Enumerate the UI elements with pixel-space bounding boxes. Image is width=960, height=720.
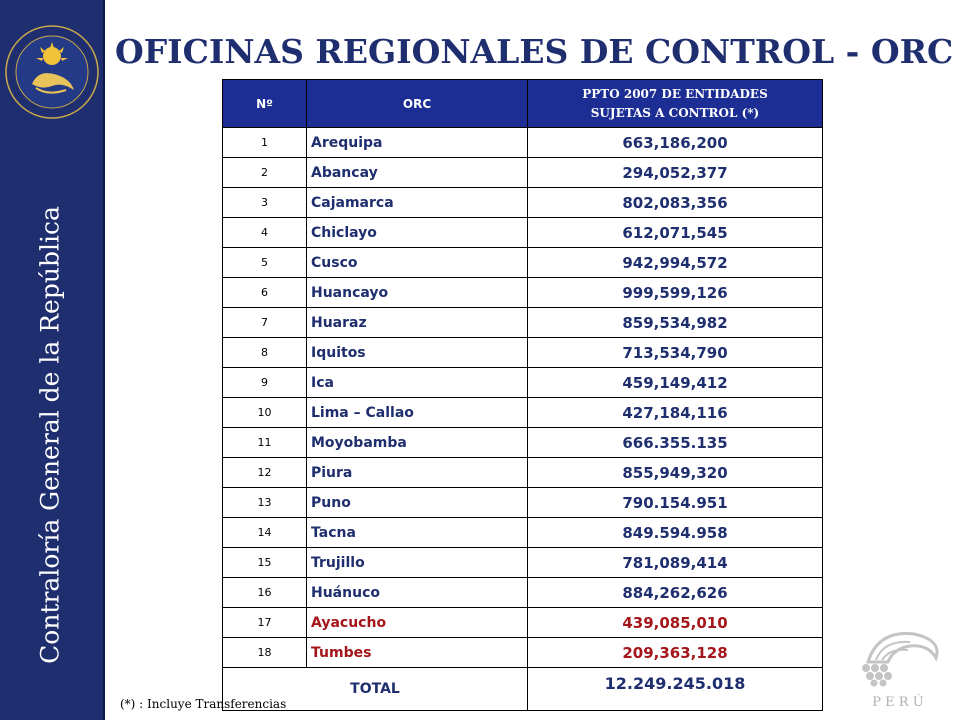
row-ppto: 781,089,414 — [527, 547, 823, 578]
row-number: 7 — [222, 307, 307, 338]
sidebar — [0, 0, 103, 720]
row-orc: Huaraz — [306, 307, 528, 338]
peru-brand-text: P E R Ú — [872, 693, 923, 710]
row-orc: Chiclayo — [306, 217, 528, 248]
table-body: 1 Arequipa 663,186,200 2 Abancay 294,052,377 3… — [222, 127, 823, 668]
table-row: 10 Lima – Callao 427,184,116 — [222, 397, 823, 428]
row-orc: Iquitos — [306, 337, 528, 368]
header-ppto: PPTO 2007 DE ENTIDADES SUJETAS A CONTROL… — [527, 79, 823, 128]
row-orc: Lima – Callao — [306, 397, 528, 428]
header-number: Nº — [222, 79, 307, 128]
row-number: 3 — [222, 187, 307, 218]
row-orc: Puno — [306, 487, 528, 518]
row-ppto: 859,534,982 — [527, 307, 823, 338]
table-row: 9 Ica 459,149,412 — [222, 367, 823, 398]
row-orc: Tumbes — [306, 637, 528, 668]
row-number: 14 — [222, 517, 307, 548]
table-row: 6 Huancayo 999,599,126 — [222, 277, 823, 308]
row-orc: Cusco — [306, 247, 528, 278]
table-row: 13 Puno 790.154.951 — [222, 487, 823, 518]
row-number: 2 — [222, 157, 307, 188]
table-row: 16 Huánuco 884,262,626 — [222, 577, 823, 608]
row-orc: Arequipa — [306, 127, 528, 158]
row-number: 5 — [222, 247, 307, 278]
row-ppto: 790.154.951 — [527, 487, 823, 518]
row-number: 1 — [222, 127, 307, 158]
row-number: 17 — [222, 607, 307, 638]
row-orc: Abancay — [306, 157, 528, 188]
row-number: 18 — [222, 637, 307, 668]
row-number: 16 — [222, 577, 307, 608]
row-number: 8 — [222, 337, 307, 368]
row-number: 6 — [222, 277, 307, 308]
row-orc: Cajamarca — [306, 187, 528, 218]
row-ppto: 884,262,626 — [527, 577, 823, 608]
peru-brand-logo: P E R Ú — [848, 622, 948, 712]
table-row: 11 Moyobamba 666.355.135 — [222, 427, 823, 458]
row-ppto: 713,534,790 — [527, 337, 823, 368]
table-row: 8 Iquitos 713,534,790 — [222, 337, 823, 368]
row-orc: Tacna — [306, 517, 528, 548]
row-number: 10 — [222, 397, 307, 428]
header-ppto-line2: SUJETAS A CONTROL (*) — [590, 105, 760, 120]
total-label: TOTAL — [222, 667, 528, 711]
row-ppto: 439,085,010 — [527, 607, 823, 638]
row-ppto: 999,599,126 — [527, 277, 823, 308]
row-orc: Huancayo — [306, 277, 528, 308]
sidebar-border — [103, 0, 105, 720]
row-ppto: 427,184,116 — [527, 397, 823, 428]
row-orc: Ayacucho — [306, 607, 528, 638]
sidebar-vertical-title: Contraloría General de la República — [35, 206, 65, 664]
row-ppto: 459,149,412 — [527, 367, 823, 398]
row-ppto: 942,994,572 — [527, 247, 823, 278]
row-ppto: 612,071,545 — [527, 217, 823, 248]
footnote: (*) : Incluye Transferencias — [120, 697, 287, 711]
table-row: 18 Tumbes 209,363,128 — [222, 637, 823, 668]
row-number: 9 — [222, 367, 307, 398]
table-row: 15 Trujillo 781,089,414 — [222, 547, 823, 578]
row-number: 15 — [222, 547, 307, 578]
row-orc: Moyobamba — [306, 427, 528, 458]
total-value: 12.249.245.018 — [527, 667, 823, 711]
table-row: 14 Tacna 849.594.958 — [222, 517, 823, 548]
row-orc: Trujillo — [306, 547, 528, 578]
table-row: 7 Huaraz 859,534,982 — [222, 307, 823, 338]
row-ppto: 855,949,320 — [527, 457, 823, 488]
table-row: 17 Ayacucho 439,085,010 — [222, 607, 823, 638]
header-ppto-line1: PPTO 2007 DE ENTIDADES — [582, 86, 768, 101]
row-ppto: 663,186,200 — [527, 127, 823, 158]
row-orc: Piura — [306, 457, 528, 488]
table-row: 12 Piura 855,949,320 — [222, 457, 823, 488]
row-orc: Ica — [306, 367, 528, 398]
table-row: 1 Arequipa 663,186,200 — [222, 127, 823, 158]
contraloria-seal-logo — [2, 0, 102, 140]
row-number: 11 — [222, 427, 307, 458]
row-ppto: 294,052,377 — [527, 157, 823, 188]
header-orc: ORC — [306, 79, 528, 128]
orc-budget-table: Nº ORC PPTO 2007 DE ENTIDADES SUJETAS A … — [222, 79, 823, 711]
table-total-row: TOTAL 12.249.245.018 — [222, 667, 823, 711]
row-number: 4 — [222, 217, 307, 248]
table-row: 3 Cajamarca 802,083,356 — [222, 187, 823, 218]
table-row: 4 Chiclayo 612,071,545 — [222, 217, 823, 248]
row-number: 13 — [222, 487, 307, 518]
row-number: 12 — [222, 457, 307, 488]
page-title: OFICINAS REGIONALES DE CONTROL - ORC — [115, 32, 954, 71]
row-ppto: 666.355.135 — [527, 427, 823, 458]
row-ppto: 849.594.958 — [527, 517, 823, 548]
table-row: 2 Abancay 294,052,377 — [222, 157, 823, 188]
table-header-row: Nº ORC PPTO 2007 DE ENTIDADES SUJETAS A … — [222, 79, 823, 128]
row-ppto: 802,083,356 — [527, 187, 823, 218]
row-ppto: 209,363,128 — [527, 637, 823, 668]
row-orc: Huánuco — [306, 577, 528, 608]
table-row: 5 Cusco 942,994,572 — [222, 247, 823, 278]
